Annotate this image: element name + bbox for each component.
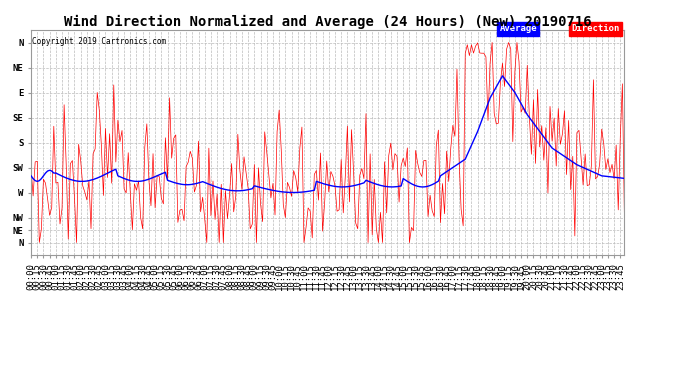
Text: Average: Average bbox=[500, 24, 537, 33]
Text: Direction: Direction bbox=[572, 24, 620, 33]
Title: Wind Direction Normalized and Average (24 Hours) (New) 20190716: Wind Direction Normalized and Average (2… bbox=[64, 15, 591, 29]
Text: Copyright 2019 Cartronics.com: Copyright 2019 Cartronics.com bbox=[32, 37, 166, 46]
